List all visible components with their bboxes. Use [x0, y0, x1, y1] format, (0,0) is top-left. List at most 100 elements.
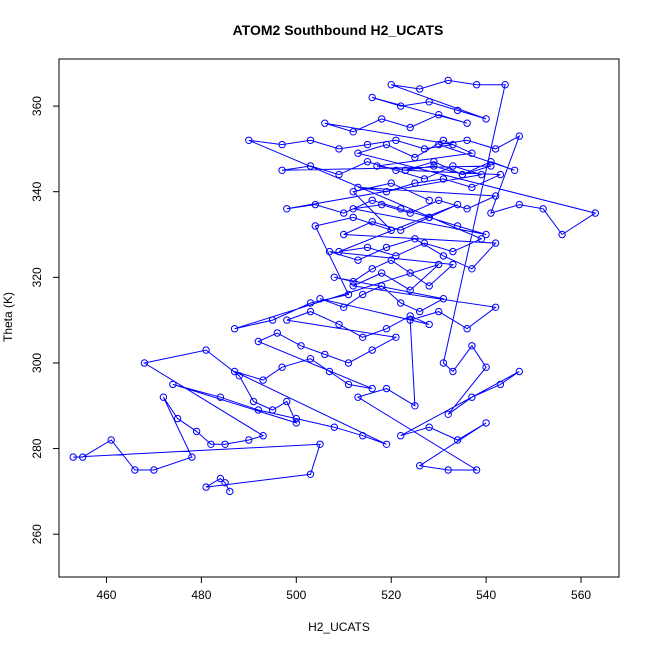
data-point [487, 209, 495, 217]
data-point [491, 192, 500, 200]
data-point [169, 380, 177, 389]
data-point [173, 414, 182, 423]
data-point [259, 432, 267, 440]
data-point [435, 307, 443, 316]
data-point [515, 367, 523, 376]
data-point [411, 402, 419, 410]
data-point [496, 170, 505, 179]
data-point [368, 196, 376, 205]
data-point [463, 205, 471, 213]
data-point [430, 158, 438, 166]
y-axis: 260 280 300 320 340 360 [30, 96, 59, 544]
data-point [435, 111, 443, 119]
data-point [378, 115, 386, 123]
data-point [463, 325, 471, 333]
data-point [349, 282, 357, 290]
data-point [382, 140, 391, 149]
x-tick-label: 500 [286, 588, 306, 602]
data-point [340, 209, 348, 217]
data-point [254, 406, 262, 414]
data-point [325, 247, 334, 256]
data-point [230, 325, 239, 333]
data-point [444, 410, 452, 418]
data-point [435, 260, 443, 269]
data-point [335, 170, 343, 179]
data-point [221, 479, 229, 487]
data-point [273, 329, 281, 337]
data-point [316, 440, 324, 448]
data-point [449, 367, 457, 376]
data-point [69, 453, 77, 461]
data-point [330, 423, 338, 431]
data-point [159, 393, 168, 401]
data-point [344, 380, 353, 389]
data-point [406, 312, 414, 320]
data-point [107, 436, 115, 444]
y-tick-label: 280 [30, 438, 44, 458]
data-point [306, 307, 315, 316]
data-point [306, 355, 315, 363]
data-point [349, 128, 357, 136]
data-point [306, 162, 315, 170]
data-point [401, 166, 410, 175]
data-point [453, 222, 462, 230]
data-point [297, 342, 305, 350]
data-point [444, 76, 452, 85]
data-point [510, 166, 519, 175]
data-point [150, 466, 158, 474]
data-point [245, 436, 253, 444]
data-point [515, 200, 523, 209]
data-point [344, 359, 353, 367]
data-point [420, 175, 429, 183]
data-point [411, 179, 419, 187]
data-point [458, 170, 467, 179]
data-point [558, 230, 566, 239]
data-point [387, 226, 395, 234]
data-point [487, 158, 495, 166]
data-point [453, 106, 462, 115]
data-point [268, 406, 277, 414]
data-point [340, 303, 348, 311]
data-point [439, 295, 448, 303]
data-point [416, 85, 424, 93]
data-point [349, 205, 357, 213]
data-point [382, 243, 391, 252]
data-point [363, 243, 372, 252]
data-point [245, 136, 253, 145]
data-point [515, 132, 523, 140]
data-point [449, 247, 457, 256]
data-point [406, 316, 414, 324]
data-point [416, 307, 424, 316]
data-point [468, 265, 476, 273]
data-point [539, 205, 547, 213]
data-point [311, 222, 319, 230]
data-point [382, 440, 391, 448]
data-point [411, 153, 419, 162]
data-point [354, 256, 362, 264]
data-point [463, 136, 471, 145]
data-point [363, 158, 372, 166]
plot-frame [58, 58, 620, 578]
data-point [406, 123, 414, 132]
data-point [349, 213, 357, 222]
x-tick-label: 540 [476, 588, 496, 602]
data-point [202, 346, 210, 354]
data-point [387, 81, 395, 89]
data-point [359, 290, 367, 299]
data-point [477, 170, 486, 179]
data-point [278, 140, 286, 149]
data-point [292, 419, 300, 427]
data-point [453, 200, 462, 209]
data-point [359, 432, 367, 440]
y-tick-label: 260 [30, 524, 44, 544]
data-point [501, 81, 509, 89]
data-point [453, 436, 462, 444]
y-axis-label: Theta (K) [1, 292, 15, 342]
data-point [482, 230, 490, 239]
data-point [491, 145, 500, 153]
data-point [439, 175, 448, 183]
data-point [482, 115, 490, 123]
data-point [392, 166, 400, 175]
data-point [392, 252, 400, 260]
data-point [468, 183, 476, 192]
